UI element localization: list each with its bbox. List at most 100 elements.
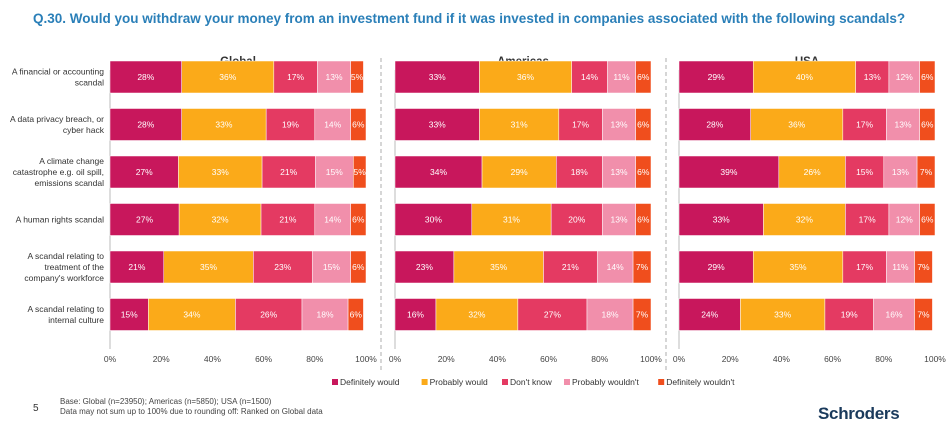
category-label: company's workforce [24,273,104,283]
data-label: 33% [212,167,229,177]
category-label: emissions scandal [35,178,105,188]
bar-segment [845,155,885,189]
data-label: 7% [917,262,930,272]
data-label: 19% [282,120,299,130]
bar-segment [350,60,364,94]
data-label: 5% [354,167,367,177]
data-label: 14% [581,72,598,82]
bar-segment [347,298,364,331]
data-label: 18% [317,310,334,320]
x-tick-label: 60% [255,354,272,364]
page-title: Q.30. Would you withdraw your money from… [33,11,906,26]
data-label: 13% [892,167,909,177]
bar-segment [261,155,316,189]
bar-segment [678,298,741,331]
data-label: 36% [517,72,534,82]
data-label: 7% [636,262,649,272]
bar-segment [317,60,351,94]
bar-segment [471,203,552,236]
data-label: 14% [607,262,624,272]
data-label: 5% [351,72,364,82]
bar-segment [109,155,179,189]
data-label: 13% [610,215,627,225]
data-label: 18% [571,167,588,177]
data-label: 23% [416,262,433,272]
data-label: 17% [856,262,873,272]
data-label: 17% [859,215,876,225]
bar-segment [842,108,887,141]
bar-segment [394,155,483,189]
bar-segment [740,298,826,331]
bar-segment [752,60,856,94]
category-label: treatment of the [44,262,104,272]
data-label: 21% [279,215,296,225]
legend-swatch [564,379,570,385]
data-label: 35% [490,262,507,272]
bar-segment [314,203,351,236]
x-tick-label: 40% [489,354,506,364]
bar-segment [253,250,313,284]
brand-logo: Schroders [818,404,900,423]
data-label: 30% [425,215,442,225]
footnote-base: Base: Global (n=23950); Americas (n=5850… [60,397,272,406]
bar-segment [607,60,636,94]
legend-label: Probably would [430,377,488,387]
x-tick-label: 0% [673,354,686,364]
data-label: 27% [544,310,561,320]
bar-segment [678,60,754,94]
data-label: 21% [128,262,145,272]
data-label: 32% [212,215,229,225]
bar-segment [602,155,636,189]
bar-segment [635,60,652,94]
bar-segment [148,298,236,331]
bar-segment [479,108,560,141]
data-label: 29% [511,167,528,177]
data-label: 33% [774,310,791,320]
bar-segment [394,203,473,236]
category-label: A scandal relating to [27,304,104,314]
bar-segment [273,60,318,94]
x-tick-label: 20% [438,354,455,364]
data-label: 28% [137,120,154,130]
bar-segment [517,298,588,331]
data-label: 26% [260,310,277,320]
x-tick-label: 80% [875,354,892,364]
bar-segment [350,203,367,236]
data-label: 33% [429,72,446,82]
data-label: 32% [796,215,813,225]
bar-segment [635,155,652,189]
x-tick-label: 100% [640,354,662,364]
bar-segment [556,155,603,189]
bar-segment [479,60,572,94]
data-label: 15% [323,262,340,272]
bar-segment [678,155,780,189]
bar-segment [888,203,920,236]
data-label: 15% [856,167,873,177]
data-label: 27% [136,215,153,225]
data-label: 6% [352,215,365,225]
bar-segment [873,298,915,331]
data-label: 18% [602,310,619,320]
data-label: 16% [407,310,424,320]
x-tick-label: 60% [540,354,557,364]
bar-segment [824,298,874,331]
category-label: A climate change [39,156,104,166]
bar-segment [265,108,316,141]
bar-segment [602,108,636,141]
bar-segment [543,250,598,284]
x-tick-label: 80% [306,354,323,364]
data-label: 13% [894,120,911,130]
data-label: 6% [637,120,650,130]
data-label: 31% [511,120,528,130]
data-label: 23% [274,262,291,272]
bar-segment [109,250,165,284]
footnote-note: Data may not sum up to 100% due to round… [60,407,323,416]
bar-segment [350,250,367,284]
data-label: 11% [613,72,630,82]
category-label: A financial or accounting [12,67,104,77]
data-label: 26% [804,167,821,177]
data-label: 6% [350,310,363,320]
data-label: 12% [896,215,913,225]
data-label: 14% [324,120,341,130]
